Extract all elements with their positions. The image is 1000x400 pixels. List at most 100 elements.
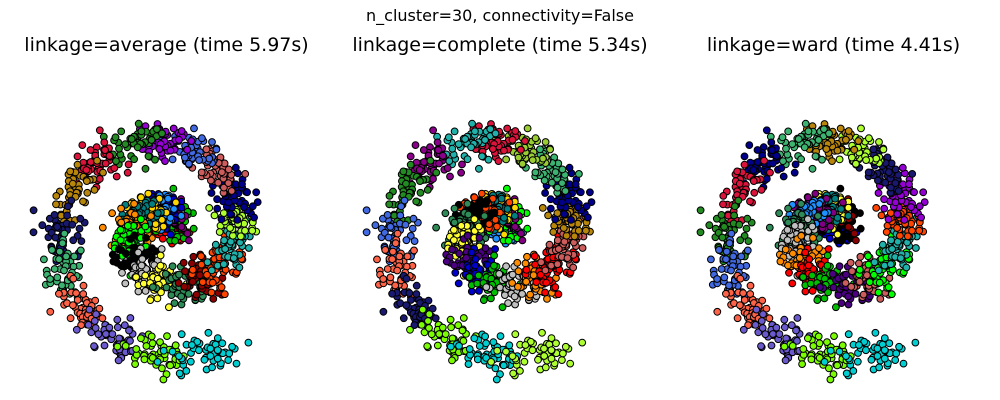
scatter-point (195, 346, 203, 355)
scatter-point (505, 198, 514, 207)
scatter-point (114, 245, 123, 254)
scatter-point (461, 135, 470, 143)
scatter-point (509, 369, 518, 378)
scatter-point (797, 199, 806, 208)
scatter-point (521, 341, 530, 349)
scatter-point (407, 296, 415, 304)
scatter-point (899, 359, 908, 368)
scatter-point (85, 305, 94, 314)
scatter-point (825, 129, 833, 138)
scatter-point (231, 163, 240, 172)
scatter-point (815, 200, 824, 208)
scatter-point (833, 146, 842, 155)
scatter-point (403, 252, 412, 261)
scatter-point (209, 295, 218, 303)
scatter-point (746, 281, 755, 290)
scatter-point (505, 341, 514, 350)
scatter-point (542, 278, 551, 287)
scatter-point (781, 356, 790, 365)
scatter-plot-average (29, 119, 262, 384)
scatter-point (141, 222, 150, 231)
scatter-point (53, 273, 62, 282)
scatter-point (116, 236, 125, 245)
scatter-point (749, 177, 758, 185)
scatter-point (64, 202, 72, 211)
scatter-point (117, 218, 126, 227)
scatter-point (586, 188, 594, 197)
scatter-point (443, 164, 452, 172)
scatter-point (882, 228, 891, 236)
scatter-point (159, 375, 168, 384)
scatter-point (424, 317, 432, 325)
scatter-point (220, 236, 229, 245)
scatter-point (837, 299, 846, 308)
scatter-point (778, 133, 787, 142)
scatter-point (707, 255, 715, 264)
scatter-point (248, 202, 257, 211)
scatter-point (138, 255, 147, 264)
scatter-point (546, 195, 555, 204)
scatter-point (762, 175, 771, 183)
scatter-point (101, 146, 109, 154)
scatter-point (100, 138, 109, 147)
scatter-point (514, 153, 523, 162)
scatter-point (63, 211, 71, 220)
scatter-point (432, 223, 440, 232)
scatter-point (46, 275, 54, 283)
scatter-point (844, 330, 853, 339)
scatter-point (804, 127, 813, 136)
scatter-point (547, 354, 556, 363)
scatter-point (801, 287, 810, 296)
scatter-point (842, 135, 850, 144)
scatter-point (808, 271, 817, 280)
scatter-point (727, 266, 735, 275)
scatter-point (467, 143, 476, 152)
scatter-point (62, 252, 71, 261)
scatter-point (55, 255, 63, 264)
scatter-point (800, 143, 809, 152)
scatter-point (511, 127, 520, 135)
scatter-point (735, 179, 744, 188)
scatter-point (131, 360, 140, 369)
scatter-point (768, 159, 777, 168)
scatter-point (739, 289, 747, 298)
scatter-point (745, 141, 754, 149)
scatter-point (489, 145, 497, 153)
scatter-point (72, 289, 80, 298)
scatter-point (153, 125, 161, 133)
scatter-point (471, 127, 479, 136)
scatter-point (494, 157, 503, 165)
scatter-point (835, 155, 844, 164)
scatter-point (541, 138, 550, 146)
scatter-point (501, 291, 509, 300)
scatter-point (383, 211, 392, 219)
scatter-point (101, 159, 110, 168)
scatter-point (435, 330, 444, 338)
scatter-point (823, 261, 832, 270)
scatter-point (502, 262, 511, 271)
scatter-point (168, 262, 177, 271)
scatter-point (168, 155, 177, 164)
scatter-point (736, 274, 745, 283)
scatter-point (125, 326, 133, 335)
scatter-point (219, 260, 228, 269)
scatter-point (826, 375, 835, 384)
scatter-point (740, 152, 749, 161)
scatter-point (887, 236, 896, 245)
scatter-point (253, 198, 262, 207)
scatter-point (431, 314, 440, 323)
scatter-point (463, 231, 472, 240)
scatter-point (518, 236, 527, 245)
scatter-point (38, 221, 47, 230)
scatter-point (170, 205, 178, 213)
scatter-point (60, 229, 69, 238)
scatter-point (137, 193, 145, 202)
scatter-point (470, 193, 479, 202)
scatter-point (147, 136, 156, 144)
scatter-point (491, 364, 500, 373)
scatter-point (73, 152, 82, 161)
scatter-point (52, 200, 60, 209)
scatter-point (875, 363, 884, 372)
scatter-point (541, 266, 550, 275)
scatter-point (862, 346, 870, 355)
